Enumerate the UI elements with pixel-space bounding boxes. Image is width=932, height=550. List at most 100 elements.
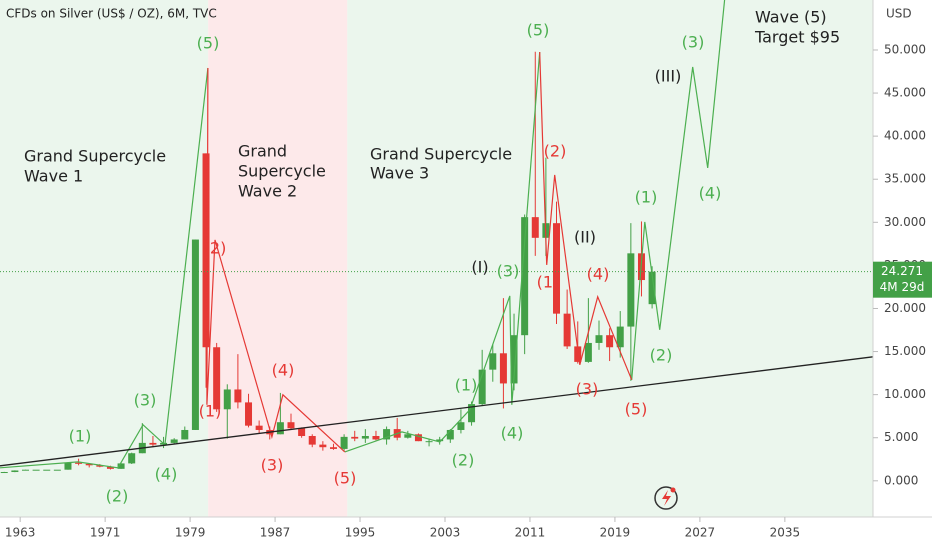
- candle-body: [340, 436, 348, 449]
- candle-body: [213, 347, 221, 410]
- candle-body: [383, 429, 391, 440]
- candle-body: [43, 469, 51, 471]
- y-tick-label: 40.000: [884, 129, 926, 143]
- x-tick-label: 1995: [345, 526, 376, 540]
- y-tick-label: 0.000: [884, 473, 918, 487]
- candle-body: [436, 439, 444, 442]
- candle-body: [11, 470, 19, 473]
- y-tick-label: 30.000: [884, 215, 926, 229]
- wave-label: (2): [452, 451, 475, 470]
- candle-body: [85, 463, 93, 466]
- candle-body: [106, 466, 114, 469]
- candle-body: [255, 425, 263, 430]
- note: Grand: [238, 142, 287, 161]
- wave-label: (2): [544, 142, 567, 161]
- wave-label: (5): [527, 21, 550, 40]
- wave-label: (3): [134, 391, 157, 410]
- wave-label: (1): [635, 188, 658, 207]
- x-tick-label: 2019: [600, 526, 631, 540]
- x-tick-label: 1971: [90, 526, 121, 540]
- candle-body: [117, 463, 125, 469]
- chart-title: CFDs on Silver (US$ / OZ), 6M, TVC: [6, 7, 217, 21]
- alert-icon[interactable]: [654, 486, 678, 510]
- wave-label: (3): [261, 456, 284, 475]
- y-tick-label: 15.000: [884, 344, 926, 358]
- x-tick-label: 2011: [515, 526, 546, 540]
- x-tick-label: 2003: [430, 526, 461, 540]
- candle-body: [553, 223, 561, 314]
- note: Wave 2: [238, 182, 297, 201]
- wave-label: (5): [197, 34, 220, 53]
- candle-body: [245, 402, 253, 426]
- y-tick-label: 20.000: [884, 301, 926, 315]
- candle-body: [191, 239, 199, 430]
- wave-label: (5): [334, 469, 357, 488]
- candle-body: [308, 436, 316, 445]
- wave-label: (II): [574, 228, 596, 247]
- candle-body: [0, 472, 8, 474]
- candle-body: [361, 436, 369, 439]
- wave-label: (4): [501, 424, 524, 443]
- candle-body: [606, 335, 614, 348]
- candle-body: [531, 217, 539, 238]
- candle-body: [202, 153, 210, 348]
- wave-label: (I): [471, 258, 488, 277]
- countdown-label: 4M 29d: [880, 280, 925, 294]
- y-tick-label: 35.000: [884, 172, 926, 186]
- note: Supercycle: [238, 162, 326, 181]
- y-tick-label: 45.000: [884, 86, 926, 100]
- wave-line: [206, 51, 633, 453]
- price-label: 24.271: [881, 264, 923, 278]
- candle-body: [425, 441, 433, 443]
- candle-body: [21, 469, 29, 471]
- candle-body: [446, 429, 454, 440]
- candle-body: [616, 326, 624, 348]
- note: Grand Supercycle: [370, 145, 512, 164]
- wave-label: (2): [650, 346, 673, 365]
- wave-label: (2): [204, 239, 227, 258]
- note: Wave 1: [24, 167, 83, 186]
- candle-body: [170, 439, 178, 443]
- candle-body: [149, 442, 157, 445]
- candle-body: [584, 342, 592, 362]
- candle-body: [574, 346, 582, 362]
- price-box: [873, 261, 932, 298]
- candle-body: [128, 453, 136, 464]
- candle-body: [53, 469, 61, 471]
- candle-body: [329, 447, 337, 449]
- note: Wave 3: [370, 164, 429, 183]
- candle-body: [489, 353, 497, 370]
- plot: [0, 0, 873, 474]
- candle-body: [298, 428, 306, 437]
- wave-label: (1): [69, 427, 92, 446]
- candle-body: [96, 465, 104, 467]
- candle-body: [521, 217, 529, 336]
- x-tick-label: 2027: [685, 526, 716, 540]
- wave-label: (1): [199, 402, 222, 421]
- candle-body: [499, 353, 507, 384]
- x-tick-label: 1987: [260, 526, 291, 540]
- wave-label: (2): [106, 487, 129, 506]
- wave-label: (3): [497, 262, 520, 281]
- wave-line: [0, 356, 873, 467]
- y-tick-label: 5.000: [884, 430, 918, 444]
- x-tick-label: 2035: [770, 526, 801, 540]
- candle-body: [563, 313, 571, 347]
- x-tick-label: 1979: [175, 526, 206, 540]
- candle-body: [468, 404, 476, 423]
- zone: [208, 0, 348, 517]
- note: Target $95: [754, 28, 840, 47]
- candle-body: [414, 434, 422, 442]
- wave-label: (1): [537, 273, 560, 292]
- wave-label: (4): [699, 184, 722, 203]
- candle-body: [457, 422, 465, 430]
- candle-body: [276, 422, 284, 435]
- candle-body: [404, 434, 412, 438]
- candle-body: [595, 335, 603, 343]
- wave-label: (4): [587, 265, 610, 284]
- candle-body: [223, 389, 231, 410]
- background: [0, 0, 873, 517]
- y-tick-label: 10.000: [884, 387, 926, 401]
- candle-body: [351, 436, 359, 439]
- candle-body: [75, 462, 83, 464]
